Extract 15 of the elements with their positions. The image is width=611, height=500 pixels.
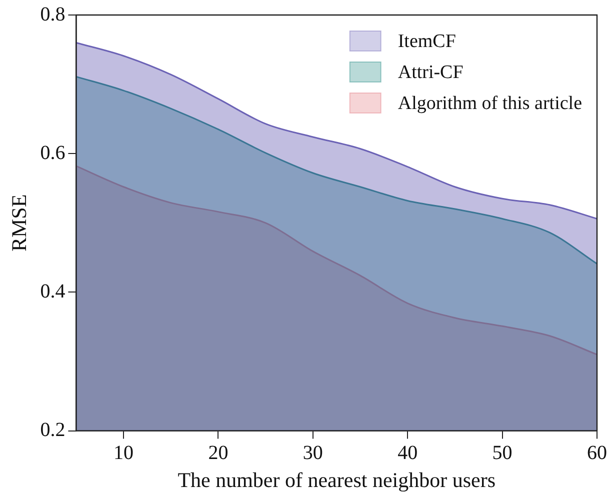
x-tick-label: 30 [302, 442, 323, 464]
x-tick-label: 50 [492, 442, 512, 464]
x-tick-label: 60 [587, 442, 607, 464]
x-axis-title: The number of nearest neighbor users [178, 468, 496, 492]
legend-label: Algorithm of this article [398, 92, 582, 114]
legend-label: Attri-CF [398, 62, 464, 83]
y-tick-label: 0.8 [40, 3, 66, 26]
y-tick-label: 0.2 [40, 419, 66, 442]
y-axis-title: RMSE [7, 194, 32, 252]
legend-label: ItemCF [398, 30, 456, 52]
x-tick-label: 20 [208, 442, 228, 464]
y-tick-label: 0.6 [40, 142, 66, 164]
x-tick-label: 40 [398, 442, 418, 464]
x-tick-label: 10 [114, 442, 134, 464]
y-tick-label: 0.4 [40, 280, 66, 302]
